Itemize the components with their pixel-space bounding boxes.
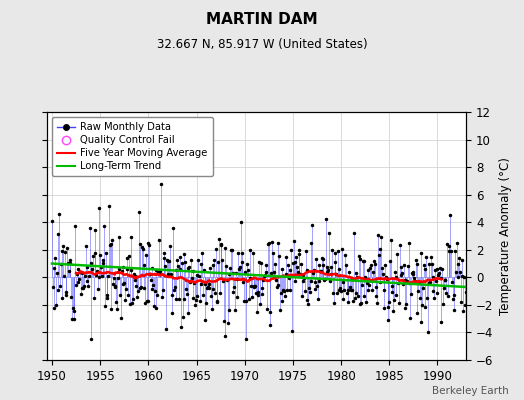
Text: MARTIN DAM: MARTIN DAM — [206, 12, 318, 27]
Text: 32.667 N, 85.917 W (United States): 32.667 N, 85.917 W (United States) — [157, 38, 367, 51]
Legend: Raw Monthly Data, Quality Control Fail, Five Year Moving Average, Long-Term Tren: Raw Monthly Data, Quality Control Fail, … — [52, 117, 213, 176]
Y-axis label: Temperature Anomaly (°C): Temperature Anomaly (°C) — [499, 157, 512, 315]
Text: Berkeley Earth: Berkeley Earth — [432, 386, 508, 396]
